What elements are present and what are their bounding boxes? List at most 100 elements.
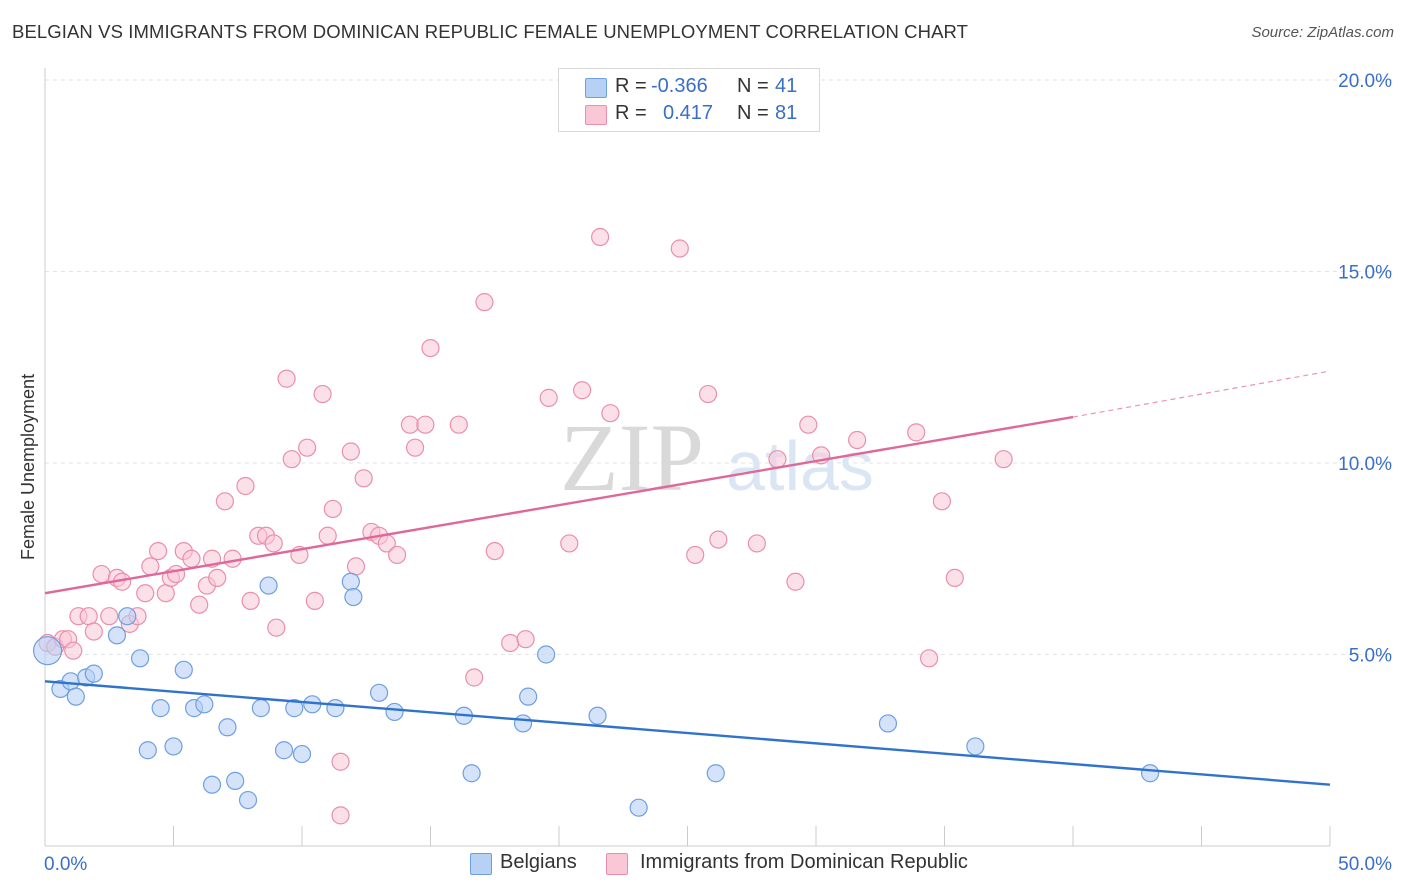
dominican-point [449,415,468,434]
source-label: Source: ZipAtlas.com [1251,24,1394,41]
dominican-point [560,534,579,553]
legend-n-value: 41 [775,75,798,97]
dominican-point [907,423,926,442]
dominican-legend-swatch [606,853,628,875]
dominican-point [686,545,705,565]
dominican-point [264,534,283,553]
dominican-point [768,450,787,469]
dominican-point [416,415,435,434]
legend-n-label: N = [737,75,769,97]
dominican-point [919,649,939,668]
dominican-trend-line [44,415,1074,595]
dominican-point [166,564,186,584]
belgian-point [285,699,304,718]
belgian-point [164,737,183,756]
dominican-point [236,476,255,496]
belgians-legend-swatch [470,853,492,875]
dominican-points [38,227,1013,825]
dominican-point [223,549,242,568]
dominican-point [282,450,301,469]
y-tick-label: 10.0% [1338,454,1392,475]
dominican-point [298,438,317,457]
belgians-legend-label: Belgians [500,851,577,873]
dominican-point [573,381,592,400]
belgian-point [878,714,898,733]
belgian-point [513,714,533,733]
dominican-point [786,572,805,591]
dominican-point [241,591,260,610]
belgian-point [174,660,193,679]
dominican-point [148,541,168,561]
belgian-point [218,718,237,737]
dominican-point [331,806,350,825]
legend-r-value: 0.417 [663,102,714,124]
dominican-point [400,415,420,434]
gridlines [45,79,1392,655]
dominican-point [354,469,373,488]
belgian-point [462,764,481,783]
dominican-point [92,564,111,584]
dominican-trend-extension [1072,370,1331,418]
belgian-point [588,706,607,725]
watermark-zip: ZIP [560,404,704,511]
dominican-point [501,633,520,653]
dominican-point [323,499,342,519]
dominican-point [601,404,620,423]
y-axis-label: Female Unemployment [18,373,38,560]
dominican-point [277,369,296,388]
dominican-point [591,227,610,247]
dominican-point [182,549,201,568]
dominican-point [100,607,119,626]
y-tick-label: 20.0% [1338,71,1392,92]
dominican-point [945,568,964,588]
belgian-point [66,687,85,706]
dominican-point [387,545,407,565]
dominican-point [64,641,83,660]
dominican-point [485,541,504,561]
dominican-point [698,384,718,404]
dominican-point [465,668,484,687]
chart-title: BELGIAN VS IMMIGRANTS FROM DOMINICAN REP… [12,21,969,42]
belgian-point [519,687,538,706]
dominican-point [341,442,360,461]
belgian-point [385,702,404,722]
belgian-point [706,764,725,783]
dominican-point [670,239,689,258]
dominican-point [141,557,160,576]
belgian-point [238,790,258,810]
dominican-point [208,568,227,588]
dominican-point [318,526,337,545]
belgian-point [118,607,137,626]
dominican-point [331,752,350,771]
belgian-point [629,798,648,817]
legend-n-value: 81 [775,102,798,124]
dominican-point [84,622,103,641]
belgian-point [341,572,360,591]
dominican-point [848,430,867,450]
belgian-point [226,771,245,790]
legend-r-label: R = [615,75,647,97]
belgian-point [195,695,214,714]
belgian-point [326,699,345,718]
x-tick-label-min: 0.0% [44,854,87,875]
dominican-point [932,492,952,511]
dominican-point [136,584,155,603]
belgian-point [537,645,556,664]
legend-n-label: N = [737,102,769,124]
belgian-point [32,636,63,666]
trend-lines [44,370,1331,786]
belgian-point [151,699,170,718]
dominican-point [215,492,234,511]
belgians-trend-line [44,680,1331,786]
belgian-point [259,576,278,595]
dominican-point [475,293,494,312]
belgian-point [274,741,294,760]
dominican-point [313,384,332,404]
dominican-point [799,415,818,434]
correlation-legend: R = -0.366 N = 41 R = 0.417 N = 81 [558,68,820,132]
dominican-swatch [585,105,607,125]
belgian-point [138,741,157,760]
y-tick-label: 15.0% [1338,263,1392,284]
belgian-point [251,699,270,718]
y-tick-label: 5.0% [1349,646,1392,667]
